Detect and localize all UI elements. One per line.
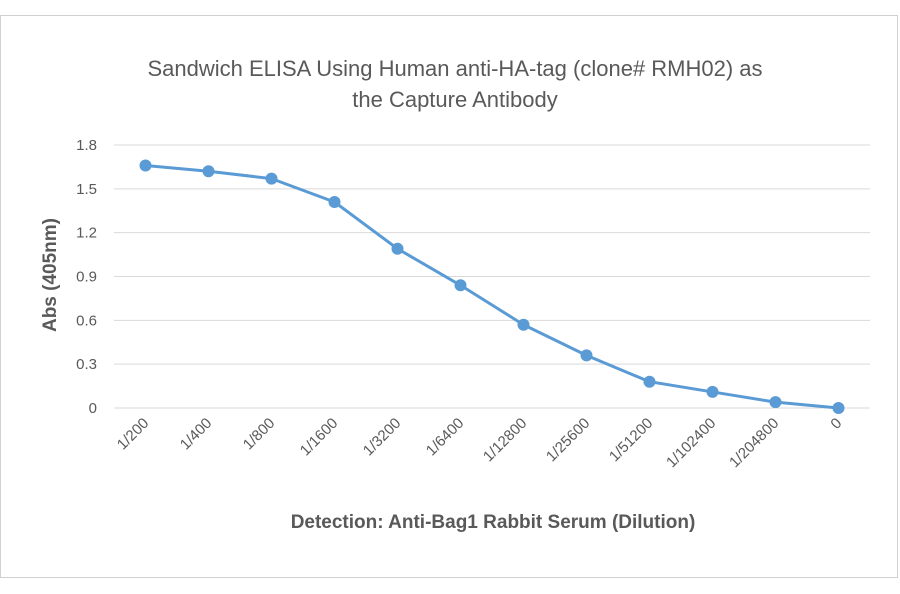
chart-title-line-2: the Capture Antibody [352,87,557,112]
y-tick-label: 1.8 [76,137,97,154]
data-point [454,279,467,292]
y-tick-labels: 0 0.3 0.6 0.9 1.2 1.5 1.8 [76,137,97,417]
y-tick-label: 0 [89,400,97,417]
data-point [580,349,593,362]
data-point [706,385,719,398]
y-tick-label: 0.6 [76,312,97,329]
data-point [643,375,656,388]
data-point [517,318,530,331]
x-tick-label: 1/6400 [423,415,467,459]
data-point [265,172,278,185]
y-tick-label: 1.2 [76,225,97,242]
x-tick-label: 1/1600 [297,415,341,459]
x-tick-label: 1/25600 [543,415,593,465]
x-axis-title: Detection: Anti-Bag1 Rabbit Serum (Dilut… [291,512,696,533]
series-line [145,163,839,410]
x-tick-label: 1/12800 [480,415,530,465]
gridlines [114,144,870,409]
series-group [139,159,845,414]
x-tick-label: 1/200 [114,415,153,454]
y-axis-title: Abs (405nm) [40,218,61,332]
x-tick-label: 1/204800 [726,415,782,471]
data-point [391,242,404,255]
x-tick-label: 1/400 [177,415,216,454]
x-tick-labels: 1/200 1/400 1/800 1/1600 1/3200 1/6400 1/12800… [114,415,846,471]
y-tick-label: 1.5 [76,181,97,198]
chart-frame [0,15,898,578]
x-tick-label: 0 [827,415,845,433]
data-point [832,402,845,414]
y-tick-label: 0.3 [76,356,97,373]
x-tick-label: 1/800 [240,415,279,454]
chart-title-line-1: Sandwich ELISA Using Human anti-HA-tag (… [147,56,762,81]
x-tick-label: 1/3200 [360,415,404,459]
data-point [769,396,782,409]
y-tick-label: 0.9 [76,269,97,286]
data-point [328,195,341,208]
x-tick-label: 1/51200 [606,415,656,465]
data-point [202,165,215,178]
data-point [139,159,152,172]
x-tick-label: 1/102400 [663,415,719,471]
